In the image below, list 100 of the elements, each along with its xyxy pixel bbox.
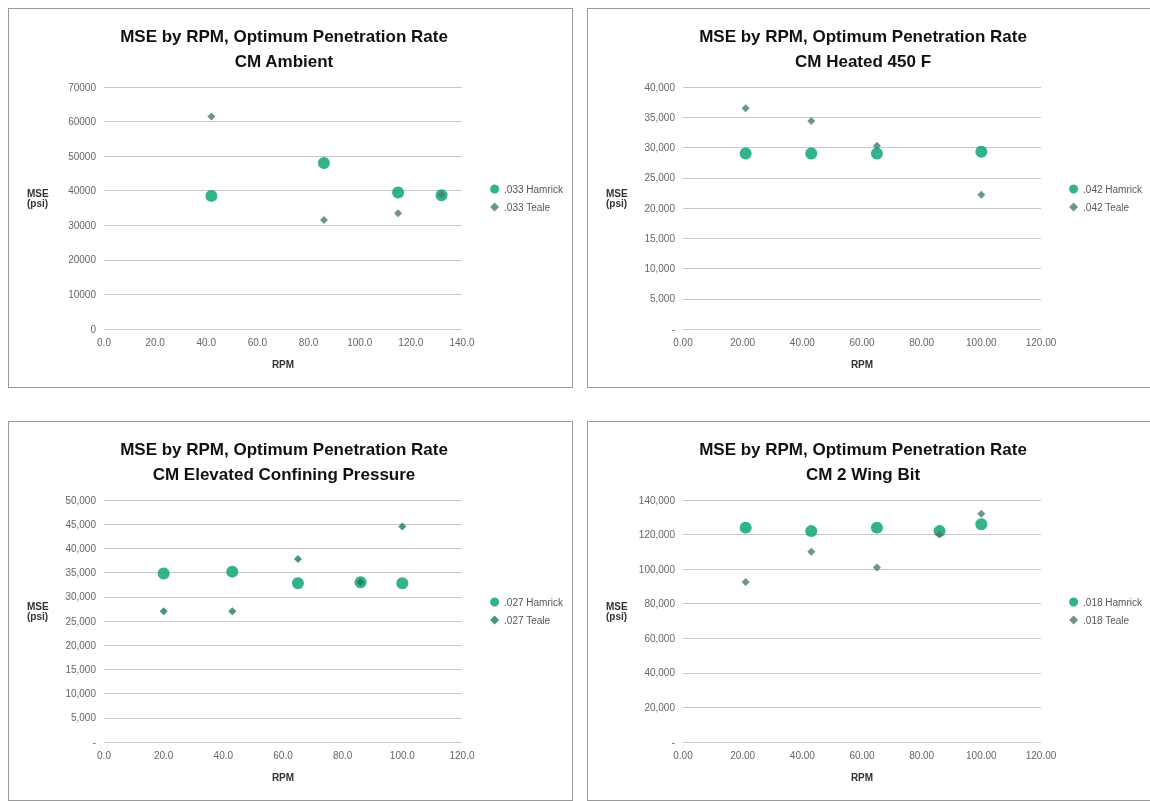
- y-tick-label: 25,000: [65, 615, 97, 627]
- point: [398, 522, 407, 531]
- y-tick-label: 30,000: [644, 142, 676, 153]
- legend-label: .018 Teale: [1083, 614, 1130, 626]
- x-axis-title: RPM: [850, 771, 874, 783]
- point: [291, 577, 304, 590]
- point: [805, 147, 818, 160]
- point: [205, 189, 218, 202]
- y-tick-label: 120,000: [638, 529, 676, 541]
- point: [392, 186, 405, 199]
- y-tick-label: 50000: [68, 150, 97, 162]
- point: [807, 116, 816, 125]
- legend-label: .027 Hamrick: [504, 596, 564, 608]
- point: [394, 209, 403, 218]
- point: [975, 518, 988, 531]
- point: [975, 145, 988, 158]
- x-tick-label: 100.00: [966, 336, 998, 348]
- point: [157, 567, 170, 580]
- y-tick-label: 40,000: [65, 542, 97, 554]
- y-tick-label: 35,000: [65, 567, 97, 579]
- x-tick-label: 20.00: [730, 749, 756, 761]
- point: [228, 607, 237, 616]
- x-tick-label: 100.0: [347, 336, 373, 348]
- x-tick-label: 0.0: [97, 749, 112, 761]
- point: [739, 521, 752, 534]
- point: [741, 578, 750, 587]
- legend-label: .033 Hamrick: [504, 183, 564, 195]
- y-tick-label: 5,000: [649, 293, 676, 305]
- point: [293, 555, 302, 564]
- x-tick-label: 100.0: [389, 749, 416, 761]
- chart-title: MSE by RPM, Optimum Penetration Rate: [699, 440, 1027, 459]
- x-tick-label: 20.0: [145, 336, 166, 348]
- x-tick-label: 80.00: [909, 749, 935, 761]
- x-tick-label: 40.0: [196, 336, 217, 348]
- y-tick-label: 80,000: [644, 598, 676, 610]
- x-tick-label: 120.00: [1025, 336, 1057, 348]
- y-tick-label: 45,000: [65, 518, 97, 530]
- x-tick-label: 80.00: [909, 336, 935, 348]
- chart-subtitle: CM Ambient: [234, 52, 334, 71]
- y-axis-title: MSE (psi): [27, 187, 49, 209]
- point: [935, 530, 944, 539]
- x-tick-label: 0.00: [673, 336, 694, 348]
- x-axis-title: RPM: [271, 771, 295, 783]
- legend-label: .027 Teale: [504, 614, 551, 626]
- y-tick-label: 20,000: [65, 639, 97, 651]
- chart-title: MSE by RPM, Optimum Penetration Rate: [120, 440, 448, 459]
- x-axis-title: RPM: [850, 358, 874, 370]
- x-tick-label: 60.00: [849, 336, 875, 348]
- x-tick-label: 0.0: [97, 336, 112, 348]
- x-tick-label: 40.0: [213, 749, 234, 761]
- y-tick-label: 100,000: [638, 563, 676, 575]
- point: [977, 190, 986, 199]
- y-axis-title: MSE (psi): [606, 600, 628, 622]
- y-tick-label: 140,000: [638, 494, 676, 506]
- point: [870, 147, 883, 160]
- x-tick-label: 40.00: [789, 749, 816, 761]
- x-tick-label: 100.00: [966, 749, 998, 761]
- x-tick-label: 60.00: [849, 749, 875, 761]
- y-tick-label: 40000: [68, 185, 97, 197]
- point: [805, 525, 818, 538]
- x-tick-label: 80.0: [332, 749, 353, 761]
- x-tick-label: 140.0: [449, 336, 475, 348]
- y-tick-label: 30,000: [65, 591, 97, 603]
- point: [159, 607, 168, 616]
- legend-label: .018 Hamrick: [1083, 596, 1143, 608]
- y-tick-label: 25,000: [644, 172, 676, 184]
- y-tick-label: 20,000: [644, 701, 676, 713]
- x-axis-title: RPM: [271, 358, 295, 370]
- y-axis-title: MSE (psi): [27, 600, 49, 622]
- point: [807, 547, 816, 556]
- y-axis-title: MSE (psi): [606, 187, 628, 209]
- y-tick-label: 40,000: [644, 81, 676, 93]
- y-tick-label: 10,000: [644, 263, 676, 274]
- x-tick-label: 0.00: [673, 749, 694, 761]
- x-tick-label: 120.0: [398, 336, 424, 348]
- y-tick-label: 35,000: [644, 111, 676, 123]
- y-tick-label: 0: [90, 323, 97, 335]
- point: [872, 563, 881, 572]
- y-tick-label: 5,000: [70, 712, 97, 724]
- y-tick-label: 10000: [68, 288, 97, 300]
- x-tick-label: 60.0: [273, 749, 294, 761]
- point: [396, 577, 409, 590]
- x-tick-label: 60.0: [247, 336, 268, 348]
- y-tick-label: 50,000: [65, 494, 97, 506]
- y-tick-label: 15,000: [65, 663, 97, 675]
- chart-subtitle: CM Elevated Confining Pressure: [152, 465, 416, 484]
- y-tick-label: 20,000: [644, 202, 676, 214]
- chart-subtitle: CM Heated 450 F: [794, 52, 932, 71]
- y-tick-label: 20000: [68, 254, 97, 266]
- y-tick-label: -: [92, 736, 96, 748]
- y-tick-label: 15,000: [644, 232, 676, 244]
- chart-subtitle: CM 2 Wing Bit: [805, 465, 921, 484]
- chart-title: MSE by RPM, Optimum Penetration Rate: [120, 27, 448, 46]
- y-tick-label: 60,000: [644, 632, 676, 644]
- point: [872, 141, 881, 150]
- point: [870, 521, 883, 534]
- x-tick-label: 20.0: [153, 749, 174, 761]
- y-tick-label: 30000: [68, 219, 97, 231]
- point: [741, 104, 750, 113]
- legend-label: .042 Hamrick: [1083, 183, 1143, 195]
